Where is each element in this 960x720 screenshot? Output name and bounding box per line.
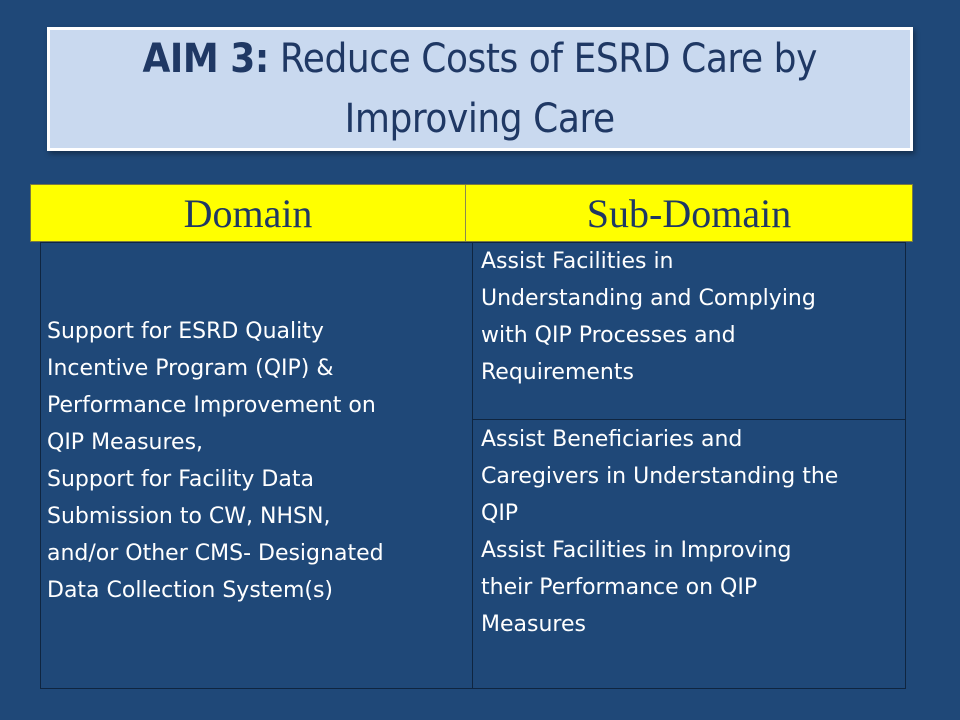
subdomain-line: Understanding and Complying — [481, 286, 816, 311]
slide-title: AIM 3: Reduce Costs of ESRD Care by Impr… — [142, 29, 818, 149]
title-box: AIM 3: Reduce Costs of ESRD Care by Impr… — [47, 27, 913, 151]
subdomain-line: Assist Facilities in Improving — [481, 538, 792, 563]
domain-line: Performance Improvement on — [47, 393, 376, 418]
domain-cell: Support for ESRD Quality Incentive Progr… — [47, 313, 467, 609]
subdomain-line: with QIP Processes and — [481, 323, 736, 348]
subdomain-line: QIP — [481, 501, 519, 526]
subdomain-cell-1: Assist Facilities in Understanding and C… — [481, 243, 901, 391]
subdomain-line: Assist Beneficiaries and — [481, 427, 743, 452]
title-line1: Reduce Costs of ESRD Care by — [269, 36, 818, 82]
domain-line: QIP Measures, — [47, 430, 204, 455]
title-bold: AIM 3: — [142, 36, 270, 82]
domain-line: Support for Facility Data — [47, 467, 314, 492]
table-body: Support for ESRD Quality Incentive Progr… — [40, 242, 906, 689]
domain-line: Submission to CW, NHSN, — [47, 504, 331, 529]
domain-line: Data Collection System(s) — [47, 578, 333, 603]
header-domain: Domain — [31, 185, 466, 241]
subdomain-line: Assist Facilities in — [481, 249, 674, 274]
subdomain-cell-2: Assist Beneficiaries and Caregivers in U… — [481, 421, 901, 643]
subdomain-line: Caregivers in Understanding the — [481, 464, 839, 489]
domain-line: and/or Other CMS- Designated — [47, 541, 384, 566]
domain-line: Support for ESRD Quality — [47, 319, 324, 344]
header-subdomain: Sub-Domain — [586, 190, 792, 236]
subdomain-line: their Performance on QIP — [481, 575, 758, 600]
subdomain-line: Measures — [481, 612, 586, 637]
table-header-row: Domain Sub-Domain — [30, 184, 913, 242]
title-line2: Improving Care — [344, 96, 616, 142]
subdomain-line: Requirements — [481, 360, 634, 385]
column-divider — [472, 243, 473, 688]
domain-line: Incentive Program (QIP) & — [47, 356, 334, 381]
row-divider — [473, 419, 905, 420]
